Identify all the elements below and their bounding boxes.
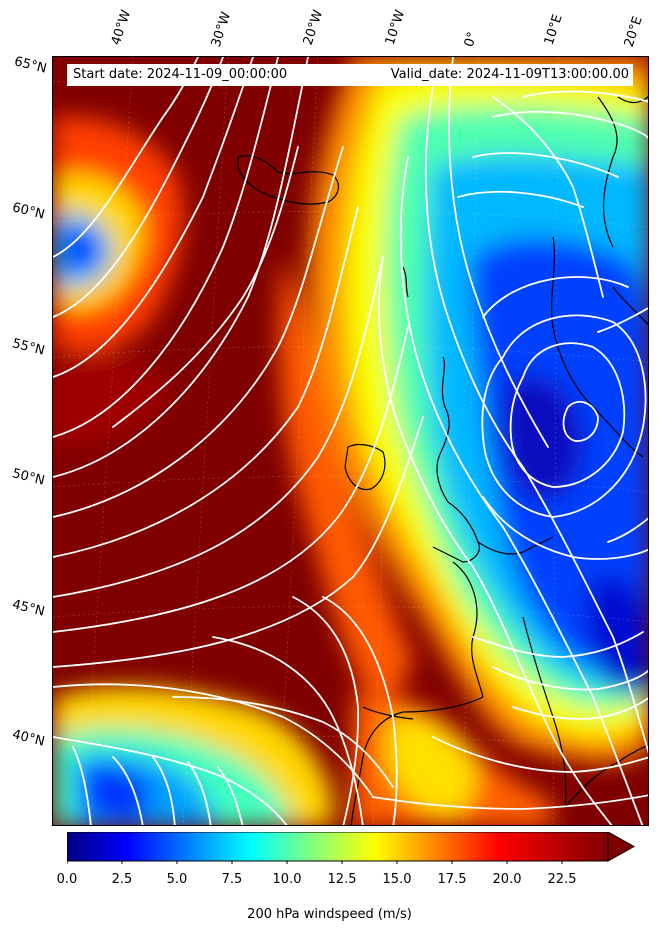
lon-label-10e: 10°E: [541, 12, 566, 48]
colorbar-tick-12-5: 12.5: [327, 872, 357, 887]
lon-label-40w: 40°W: [108, 8, 135, 47]
colorbar-gradient: [67, 832, 609, 862]
graticule: [53, 57, 648, 825]
colorbar-tick-2-5: 2.5: [111, 872, 133, 887]
lat-label-45n: 45°N: [10, 597, 47, 620]
streamlines: [53, 57, 648, 825]
colorbar-tick-22-5: 22.5: [547, 872, 577, 887]
colorbar-tick-5: 5.0: [166, 872, 188, 887]
lat-label-60n: 60°N: [10, 200, 47, 223]
map-panel: [52, 56, 649, 826]
lon-label-20e: 20°E: [621, 14, 646, 50]
colorbar-extend-arrow: [607, 832, 636, 862]
colorbar-tick-10: 10.0: [272, 872, 302, 887]
coastlines: [237, 96, 648, 825]
windspeed-field: [53, 57, 648, 825]
colorbar-tick-17-5: 17.5: [437, 872, 467, 887]
lon-label-20w: 20°W: [300, 8, 327, 47]
colorbar-tick-7-5: 7.5: [221, 872, 243, 887]
lon-label-0: 0°: [461, 30, 481, 49]
lat-label-50n: 50°N: [10, 466, 47, 489]
colorbar-tick-0: 0.0: [56, 872, 78, 887]
colorbar-tick-15: 15.0: [382, 872, 412, 887]
lat-label-55n: 55°N: [10, 336, 47, 359]
windspeed-map: [53, 57, 648, 825]
colorbar-tick-20: 20.0: [492, 872, 522, 887]
colorbar-label: 200 hPa windspeed (m/s): [247, 907, 412, 922]
lon-label-10w: 10°W: [382, 8, 409, 47]
valid-date-label: Valid_date: 2024-11-09T13:00:00.00: [390, 67, 629, 82]
lat-label-65n: 65°N: [12, 54, 49, 77]
lon-label-30w: 30°W: [208, 10, 235, 49]
lat-label-40n: 40°N: [10, 727, 47, 750]
colorbar-ticks: [67, 861, 563, 864]
start-date-label: Start date: 2024-11-09_00:00:00: [73, 67, 288, 82]
date-info-box: Start date: 2024-11-09_00:00:00 Valid_da…: [67, 64, 633, 86]
colorbar: [67, 832, 636, 864]
